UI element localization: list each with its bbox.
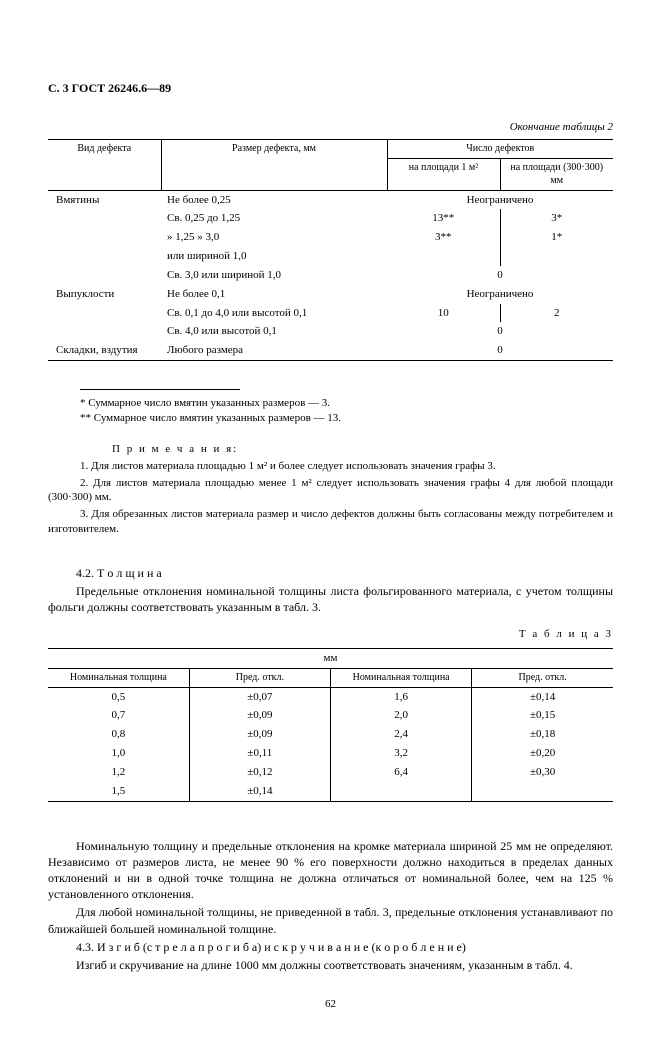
cell-size: Св. 3,0 или шириной 1,0 bbox=[161, 266, 387, 285]
cell-n1: 10 bbox=[387, 304, 500, 323]
section-42: 4.2. Т о л щ и н а Предельные отклонения… bbox=[48, 565, 613, 616]
cell-size: или шириной 1,0 bbox=[161, 247, 387, 266]
cell-n1: 3** bbox=[387, 228, 500, 247]
cell-size: Св. 0,25 до 1,25 bbox=[161, 209, 387, 228]
t3-h4: Пред. откл. bbox=[472, 669, 613, 688]
cell-span: 0 bbox=[387, 341, 613, 360]
cell-size: Не более 0,1 bbox=[161, 285, 387, 304]
section-42-title: 4.2. Т о л щ и н а bbox=[48, 565, 613, 581]
t3-cell: 0,8 bbox=[48, 725, 189, 744]
t3-h3: Номинальная толщина bbox=[331, 669, 472, 688]
cell-span: Неограничено bbox=[387, 285, 613, 304]
note-3: 3. Для обрезанных листов материала разме… bbox=[48, 507, 613, 537]
th-count-group: Число дефектов bbox=[387, 140, 613, 159]
t3-cell: 1,6 bbox=[331, 687, 472, 706]
t3-cell: 0,5 bbox=[48, 687, 189, 706]
cell-defect: Выпуклости bbox=[48, 285, 161, 304]
t3-cell: ±0,14 bbox=[472, 687, 613, 706]
table3-label: Т а б л и ц а 3 bbox=[48, 627, 613, 642]
t3-cell: 2,0 bbox=[331, 706, 472, 725]
cell-size: Св. 0,1 до 4,0 или высотой 0,1 bbox=[161, 304, 387, 323]
section-42-p1: Предельные отклонения номинальной толщин… bbox=[48, 583, 613, 615]
t3-cell: ±0,20 bbox=[472, 744, 613, 763]
t3-cell: 6,4 bbox=[331, 763, 472, 782]
t3-cell: 1,5 bbox=[48, 782, 189, 801]
page-header: С. 3 ГОСТ 26246.6—89 bbox=[48, 80, 613, 96]
t3-cell: ±0,14 bbox=[189, 782, 330, 801]
footnote-1: * Суммарное число вмятин указанных разме… bbox=[80, 396, 613, 411]
t3-cell: ±0,15 bbox=[472, 706, 613, 725]
footnotes: * Суммарное число вмятин указанных разме… bbox=[48, 381, 613, 426]
para-4: Изгиб и скручивание на длине 1000 мм дол… bbox=[48, 957, 613, 973]
note-2: 2. Для листов материала площадью менее 1… bbox=[48, 476, 613, 506]
notes-block: П р и м е ч а н и я: 1. Для листов матер… bbox=[48, 442, 613, 537]
table2-caption: Окончание таблицы 2 bbox=[48, 120, 613, 135]
th-area1: на площади 1 м² bbox=[387, 158, 500, 190]
cell-defect bbox=[48, 247, 161, 266]
t3-cell: ±0,07 bbox=[189, 687, 330, 706]
t3-cell: 2,4 bbox=[331, 725, 472, 744]
cell-defect bbox=[48, 322, 161, 341]
page-number: 62 bbox=[48, 997, 613, 1012]
cell-span: 0 bbox=[387, 322, 613, 341]
t3-cell: 0,7 bbox=[48, 706, 189, 725]
t3-cell bbox=[331, 782, 472, 801]
cell-size: Любого размера bbox=[161, 341, 387, 360]
cell-n1 bbox=[387, 247, 500, 266]
cell-size: Св. 4,0 или высотой 0,1 bbox=[161, 322, 387, 341]
th-size: Размер дефекта, мм bbox=[161, 140, 387, 191]
cell-n1: 13** bbox=[387, 209, 500, 228]
footnote-2: ** Суммарное число вмятин указанных разм… bbox=[80, 411, 613, 426]
cell-span: Неограничено bbox=[387, 190, 613, 209]
cell-defect bbox=[48, 209, 161, 228]
cell-defect bbox=[48, 228, 161, 247]
footnote-rule bbox=[80, 389, 240, 390]
document-page: С. 3 ГОСТ 26246.6—89 Окончание таблицы 2… bbox=[0, 0, 661, 1052]
cell-defect bbox=[48, 266, 161, 285]
notes-label: П р и м е ч а н и я: bbox=[112, 443, 238, 455]
section-43-title: 4.3. И з г и б (с т р е л а п р о г и б … bbox=[48, 939, 613, 955]
table-2: Вид дефекта Размер дефекта, мм Число деф… bbox=[48, 139, 613, 361]
cell-span: 0 bbox=[387, 266, 613, 285]
cell-defect: Складки, вздутия bbox=[48, 341, 161, 360]
th-area2: на площади (300·300) мм bbox=[500, 158, 613, 190]
para-1: Номинальную толщину и предельные отклоне… bbox=[48, 838, 613, 903]
t3-cell: ±0,09 bbox=[189, 725, 330, 744]
t3-cell: ±0,12 bbox=[189, 763, 330, 782]
t3-h1: Номинальная толщина bbox=[48, 669, 189, 688]
t3-cell: 1,0 bbox=[48, 744, 189, 763]
cell-size: » 1,25 » 3,0 bbox=[161, 228, 387, 247]
table3-unit: мм bbox=[48, 649, 613, 669]
cell-defect bbox=[48, 304, 161, 323]
cell-n2 bbox=[500, 247, 613, 266]
th-defect: Вид дефекта bbox=[48, 140, 161, 191]
cell-n2: 3* bbox=[500, 209, 613, 228]
t3-h2: Пред. откл. bbox=[189, 669, 330, 688]
cell-n2: 1* bbox=[500, 228, 613, 247]
cell-defect: Вмятины bbox=[48, 190, 161, 209]
body-after-table3: Номинальную толщину и предельные отклоне… bbox=[48, 838, 613, 974]
para-2: Для любой номинальной толщины, не привед… bbox=[48, 904, 613, 936]
t3-cell bbox=[472, 782, 613, 801]
t3-cell: ±0,30 bbox=[472, 763, 613, 782]
t3-cell: ±0,09 bbox=[189, 706, 330, 725]
cell-n2: 2 bbox=[500, 304, 613, 323]
t3-cell: ±0,11 bbox=[189, 744, 330, 763]
cell-size: Не более 0,25 bbox=[161, 190, 387, 209]
t3-cell: ±0,18 bbox=[472, 725, 613, 744]
t3-cell: 1,2 bbox=[48, 763, 189, 782]
table-3: мм Номинальная толщина Пред. откл. Номин… bbox=[48, 648, 613, 801]
t3-cell: 3,2 bbox=[331, 744, 472, 763]
note-1: 1. Для листов материала площадью 1 м² и … bbox=[48, 459, 613, 474]
